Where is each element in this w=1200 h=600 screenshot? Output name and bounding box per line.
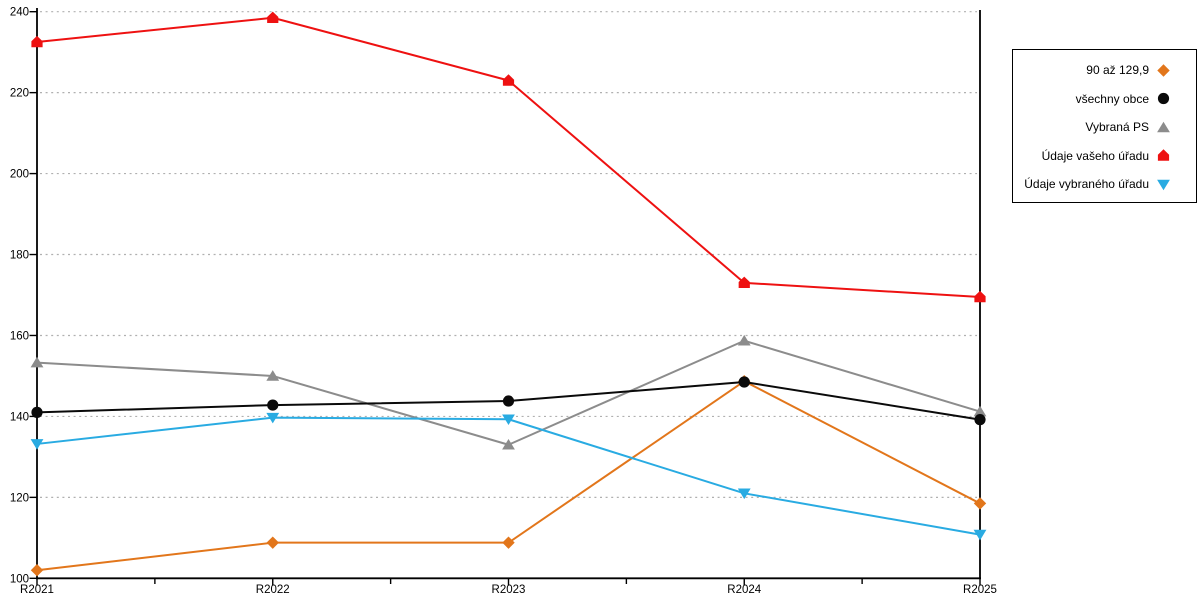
legend-marker-triangle-down-icon bbox=[1157, 179, 1170, 191]
series-4 bbox=[30, 412, 987, 541]
legend-item: Údaje vybraného úřadu bbox=[1013, 170, 1196, 199]
data-point-marker bbox=[737, 488, 751, 500]
data-point-marker bbox=[738, 276, 750, 289]
x-tick-label: R2023 bbox=[492, 584, 526, 596]
data-point-marker bbox=[266, 412, 280, 424]
legend-item: 90 až 129,9 bbox=[1013, 56, 1196, 85]
data-point-marker bbox=[738, 376, 750, 388]
data-point-marker bbox=[267, 11, 279, 23]
chart-legend: 90 až 129,9 všechny obce Vybraná PS Údaje v… bbox=[1012, 49, 1197, 203]
y-tick-label: 100 bbox=[10, 573, 29, 585]
y-tick-label: 180 bbox=[10, 250, 29, 262]
legend-label: Údaje vašeho úřadu bbox=[1041, 148, 1149, 163]
x-tick-label: R2024 bbox=[727, 584, 761, 596]
data-point-marker bbox=[502, 536, 515, 549]
data-point-marker bbox=[30, 439, 44, 450]
x-tick-label: R2025 bbox=[963, 584, 997, 596]
series-2 bbox=[30, 334, 987, 450]
legend-item: Údaje vašeho úřadu bbox=[1013, 142, 1196, 171]
data-point-marker bbox=[31, 35, 43, 48]
y-tick-label: 120 bbox=[10, 492, 29, 504]
legend-marker-triangle-up-icon bbox=[1157, 121, 1170, 133]
data-point-marker bbox=[502, 395, 515, 407]
data-point-marker bbox=[737, 334, 751, 346]
series-line bbox=[36, 16, 981, 299]
data-point-marker bbox=[973, 405, 987, 417]
legend-marker-house-icon bbox=[1157, 149, 1170, 161]
data-point-marker bbox=[266, 536, 279, 549]
data-point-marker bbox=[973, 497, 987, 510]
legend-marker-shape bbox=[1157, 121, 1170, 133]
data-point-marker bbox=[267, 399, 279, 411]
legend-marker-shape bbox=[1157, 64, 1170, 77]
data-point-marker bbox=[30, 356, 44, 368]
data-point-marker bbox=[973, 529, 987, 541]
series-1 bbox=[31, 376, 986, 426]
data-point-marker bbox=[502, 438, 515, 450]
x-tick-label: R2022 bbox=[256, 584, 290, 596]
legend-marker-circle-icon bbox=[1157, 93, 1170, 105]
y-tick-label: 240 bbox=[10, 7, 29, 19]
legend-marker-shape bbox=[1157, 179, 1170, 191]
data-point-marker bbox=[30, 564, 44, 577]
y-tick-label: 200 bbox=[10, 169, 29, 181]
data-point-marker bbox=[974, 414, 986, 426]
x-tick-label: R2021 bbox=[20, 584, 54, 596]
data-point-marker bbox=[266, 370, 280, 381]
series-3 bbox=[31, 11, 986, 303]
legend-label: Údaje vybraného úřadu bbox=[1024, 177, 1149, 192]
data-point-marker bbox=[974, 290, 986, 303]
legend-marker-diamond-icon bbox=[1157, 64, 1170, 77]
series-line bbox=[36, 416, 981, 536]
legend-label: Vybraná PS bbox=[1085, 120, 1149, 135]
y-tick-label: 220 bbox=[10, 88, 29, 100]
legend-marker-shape bbox=[1157, 93, 1170, 105]
data-point-marker bbox=[31, 406, 43, 418]
data-point-marker bbox=[502, 74, 515, 86]
y-tick-label: 160 bbox=[10, 330, 29, 342]
legend-label: 90 až 129,9 bbox=[1086, 63, 1149, 78]
legend-label: všechny obce bbox=[1075, 91, 1149, 106]
data-point-marker bbox=[502, 414, 515, 426]
y-tick-label: 140 bbox=[10, 411, 29, 423]
legend-item: Vybraná PS bbox=[1013, 113, 1196, 142]
legend-marker-shape bbox=[1157, 149, 1170, 161]
legend-item: všechny obce bbox=[1013, 85, 1196, 114]
